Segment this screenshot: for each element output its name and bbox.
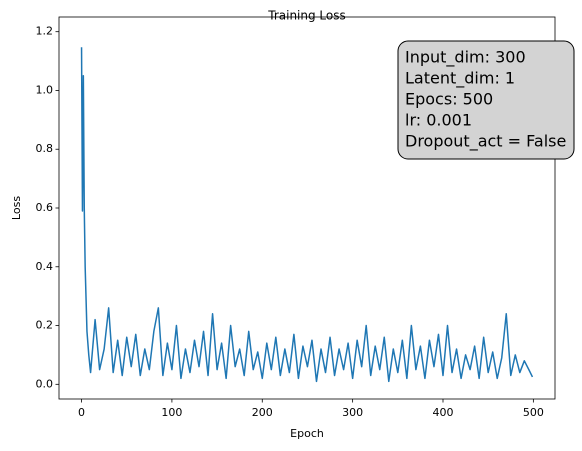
x-tick-label: 100 — [161, 406, 182, 419]
y-axis-label: Loss — [10, 196, 23, 220]
x-tick-label: 400 — [432, 406, 453, 419]
y-tick-label: 1.2 — [36, 25, 54, 38]
annotation-line: lr: 0.001 — [405, 111, 472, 130]
y-tick-label: 0.8 — [36, 142, 54, 155]
annotation-line: Latent_dim: 1 — [405, 69, 515, 89]
chart-title: Training Loss — [267, 9, 345, 23]
x-tick-label: 0 — [78, 406, 85, 419]
y-tick-label: 0.4 — [36, 260, 54, 273]
annotation-background — [397, 40, 575, 160]
y-tick-label: 1.0 — [36, 83, 54, 96]
y-tick-label: 0.6 — [36, 201, 54, 214]
x-axis-label: Epoch — [290, 427, 324, 440]
annotation-line: Dropout_act = False — [405, 132, 566, 152]
x-tick-label: 500 — [523, 406, 544, 419]
x-tick-label: 300 — [342, 406, 363, 419]
y-tick-label: 0.2 — [36, 319, 54, 332]
x-tick-label: 200 — [252, 406, 273, 419]
axes-frame — [58, 16, 556, 400]
annotation-line: Epocs: 500 — [405, 90, 493, 109]
annotation-line: Input_dim: 300 — [405, 48, 526, 68]
loss-line — [80, 47, 534, 383]
y-tick-label: 0.0 — [36, 377, 54, 390]
